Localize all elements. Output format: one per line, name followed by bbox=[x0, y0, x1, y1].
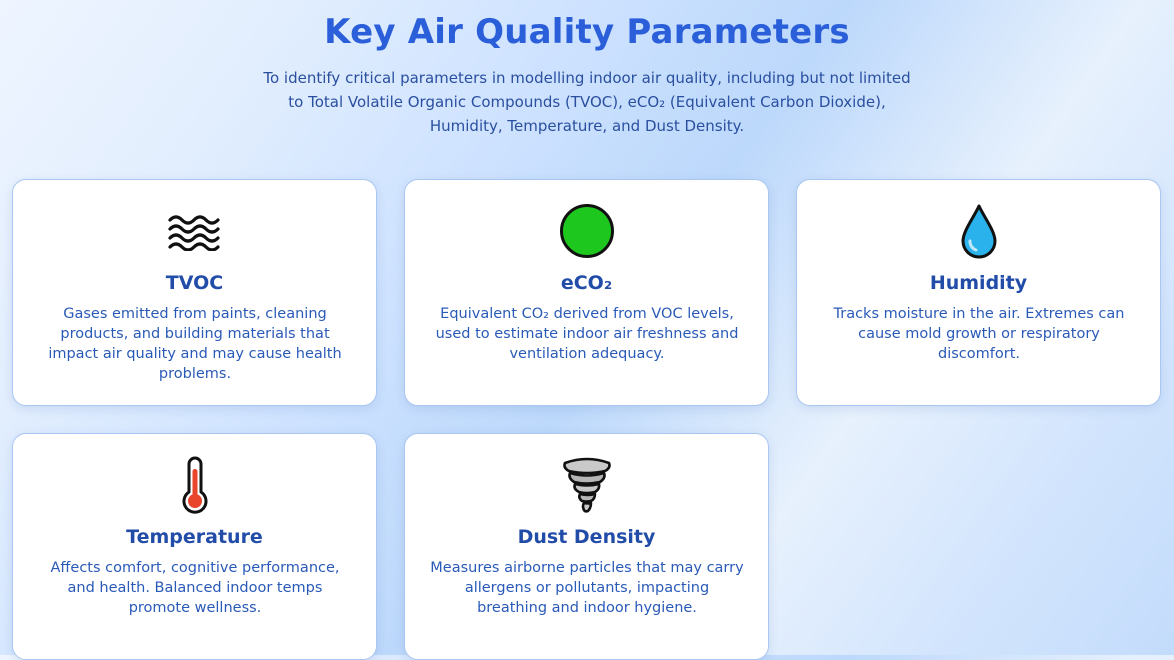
card-title: Temperature bbox=[126, 526, 263, 548]
card-title: eCO₂ bbox=[560, 272, 613, 294]
card-description: Affects comfort, cognitive performance, … bbox=[50, 560, 340, 616]
card-title: Humidity bbox=[929, 272, 1028, 294]
green-circle-icon bbox=[405, 202, 768, 260]
card-description: Equivalent CO₂ derived from VOC levels, … bbox=[435, 306, 739, 362]
card-description: Measures airborne particles that may car… bbox=[430, 560, 744, 616]
card-dust-density: Dust Density Measures airborne particles… bbox=[404, 433, 769, 660]
card-temperature: Temperature Affects comfort, cognitive p… bbox=[12, 433, 377, 660]
card-humidity: Humidity Tracks moisture in the air. Ext… bbox=[796, 179, 1161, 406]
page-title: Key Air Quality Parameters bbox=[324, 12, 850, 52]
intro-text: To identify critical parameters in model… bbox=[263, 69, 911, 135]
card-tvoc: TVOC Gases emitted from paints, cleaning… bbox=[12, 179, 377, 406]
card-description: Tracks moisture in the air. Extremes can… bbox=[833, 306, 1125, 362]
thermometer-icon bbox=[13, 456, 376, 514]
droplet-icon bbox=[797, 202, 1160, 260]
card-title: TVOC bbox=[165, 272, 224, 294]
card-eco2: eCO₂ Equivalent CO₂ derived from VOC lev… bbox=[404, 179, 769, 406]
card-title: Dust Density bbox=[517, 526, 656, 548]
waves-icon bbox=[13, 202, 376, 260]
card-description: Gases emitted from paints, cleaning prod… bbox=[48, 306, 342, 382]
tornado-icon bbox=[405, 456, 768, 514]
